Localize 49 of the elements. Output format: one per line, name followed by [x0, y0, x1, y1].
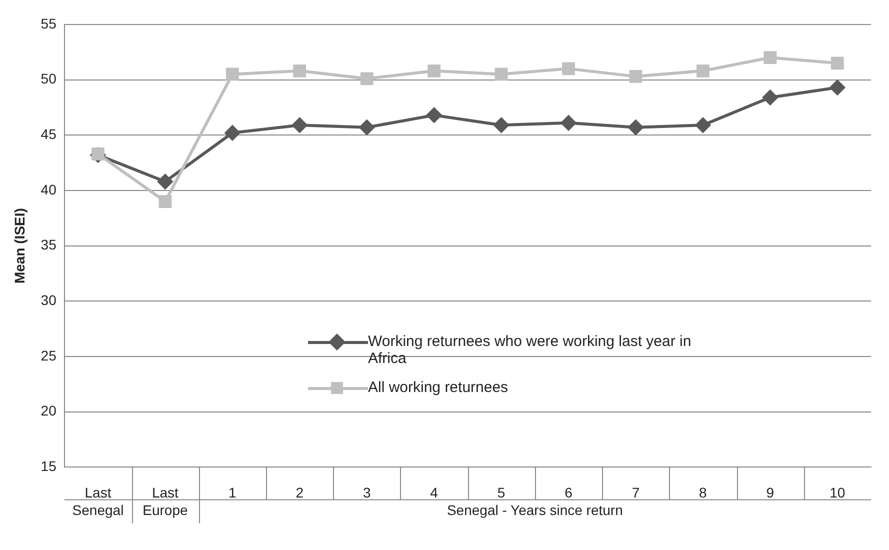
- point: [830, 56, 844, 70]
- x-tick-label: 9: [766, 484, 774, 500]
- point: [158, 195, 172, 208]
- point: [494, 68, 508, 81]
- text: Senegal: [72, 502, 124, 518]
- point: [359, 120, 374, 135]
- x-tick-label: Last: [152, 484, 179, 500]
- point: [224, 125, 240, 140]
- point: [561, 115, 576, 130]
- point: [830, 80, 845, 95]
- point: [293, 64, 306, 78]
- x-tick-label: 10: [830, 484, 846, 500]
- point: [292, 118, 308, 133]
- text: Senegal - Years since return: [446, 502, 623, 518]
- y-tick-label: 30: [40, 292, 57, 308]
- x-tick-label: Last: [84, 484, 112, 500]
- y-tick-label: 55: [40, 15, 57, 32]
- point: [762, 90, 778, 105]
- x-tick-label: 5: [497, 484, 506, 500]
- y-tick-label: 20: [40, 402, 57, 419]
- point: [494, 118, 509, 133]
- x-tick-label: 8: [699, 484, 708, 500]
- y-axis-title: Mean (ISEI): [11, 208, 28, 284]
- y-tick-label: 35: [40, 236, 57, 253]
- x-tick-label: 7: [632, 484, 640, 500]
- point: [428, 64, 441, 78]
- y-tick-label: 15: [40, 458, 57, 474]
- point: [695, 118, 710, 133]
- legend-label: Working returnees who were working last year in Africa: [368, 333, 692, 367]
- y-tick-label: 40: [40, 181, 57, 198]
- legend-label: All working returnees: [368, 379, 510, 396]
- point: [764, 51, 777, 64]
- x-tick-label: 1: [228, 484, 237, 500]
- point: [426, 108, 442, 123]
- x-tick-label: 2: [296, 484, 304, 500]
- y-tick-label: 25: [40, 347, 57, 364]
- point: [562, 62, 575, 76]
- point: [360, 72, 374, 86]
- x-tick-label: 3: [362, 484, 371, 500]
- text: Europe: [142, 502, 188, 518]
- y-tick-label: 45: [40, 126, 57, 142]
- point: [696, 64, 710, 78]
- x-tick-label: 4: [430, 484, 438, 500]
- point: [226, 68, 239, 81]
- point: [628, 120, 644, 135]
- point: [629, 70, 642, 83]
- x-tick-label: 6: [564, 484, 573, 500]
- point: [158, 174, 173, 190]
- y-tick-label: 50: [40, 70, 57, 87]
